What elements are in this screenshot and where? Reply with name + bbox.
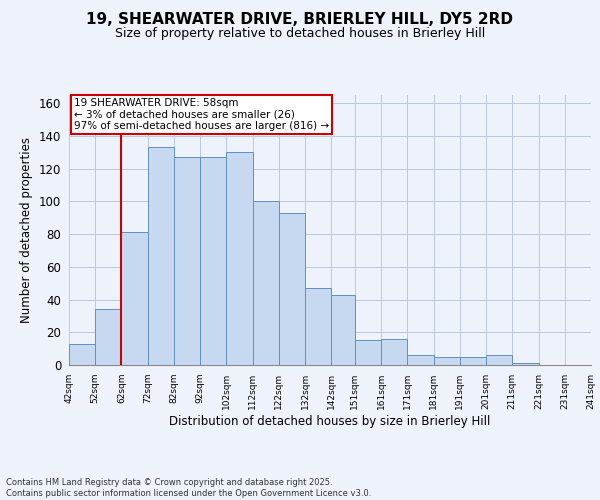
Bar: [486, 355, 512, 365]
Bar: [226, 152, 253, 365]
Bar: [460, 357, 486, 365]
Bar: [174, 157, 200, 365]
X-axis label: Distribution of detached houses by size in Brierley Hill: Distribution of detached houses by size …: [169, 414, 491, 428]
Bar: [331, 294, 355, 365]
Bar: [407, 355, 434, 365]
Bar: [305, 288, 331, 365]
Bar: [591, 364, 600, 365]
Y-axis label: Number of detached properties: Number of detached properties: [20, 137, 34, 323]
Text: Size of property relative to detached houses in Brierley Hill: Size of property relative to detached ho…: [115, 28, 485, 40]
Bar: [253, 202, 279, 365]
Bar: [512, 364, 539, 365]
Bar: [434, 357, 460, 365]
Bar: [69, 344, 95, 365]
Bar: [148, 148, 174, 365]
Bar: [121, 232, 148, 365]
Bar: [279, 213, 305, 365]
Bar: [355, 340, 381, 365]
Text: 19, SHEARWATER DRIVE, BRIERLEY HILL, DY5 2RD: 19, SHEARWATER DRIVE, BRIERLEY HILL, DY5…: [86, 12, 514, 28]
Text: 19 SHEARWATER DRIVE: 58sqm
← 3% of detached houses are smaller (26)
97% of semi-: 19 SHEARWATER DRIVE: 58sqm ← 3% of detac…: [74, 98, 329, 131]
Bar: [200, 157, 226, 365]
Bar: [381, 339, 407, 365]
Bar: [95, 310, 121, 365]
Text: Contains HM Land Registry data © Crown copyright and database right 2025.
Contai: Contains HM Land Registry data © Crown c…: [6, 478, 371, 498]
